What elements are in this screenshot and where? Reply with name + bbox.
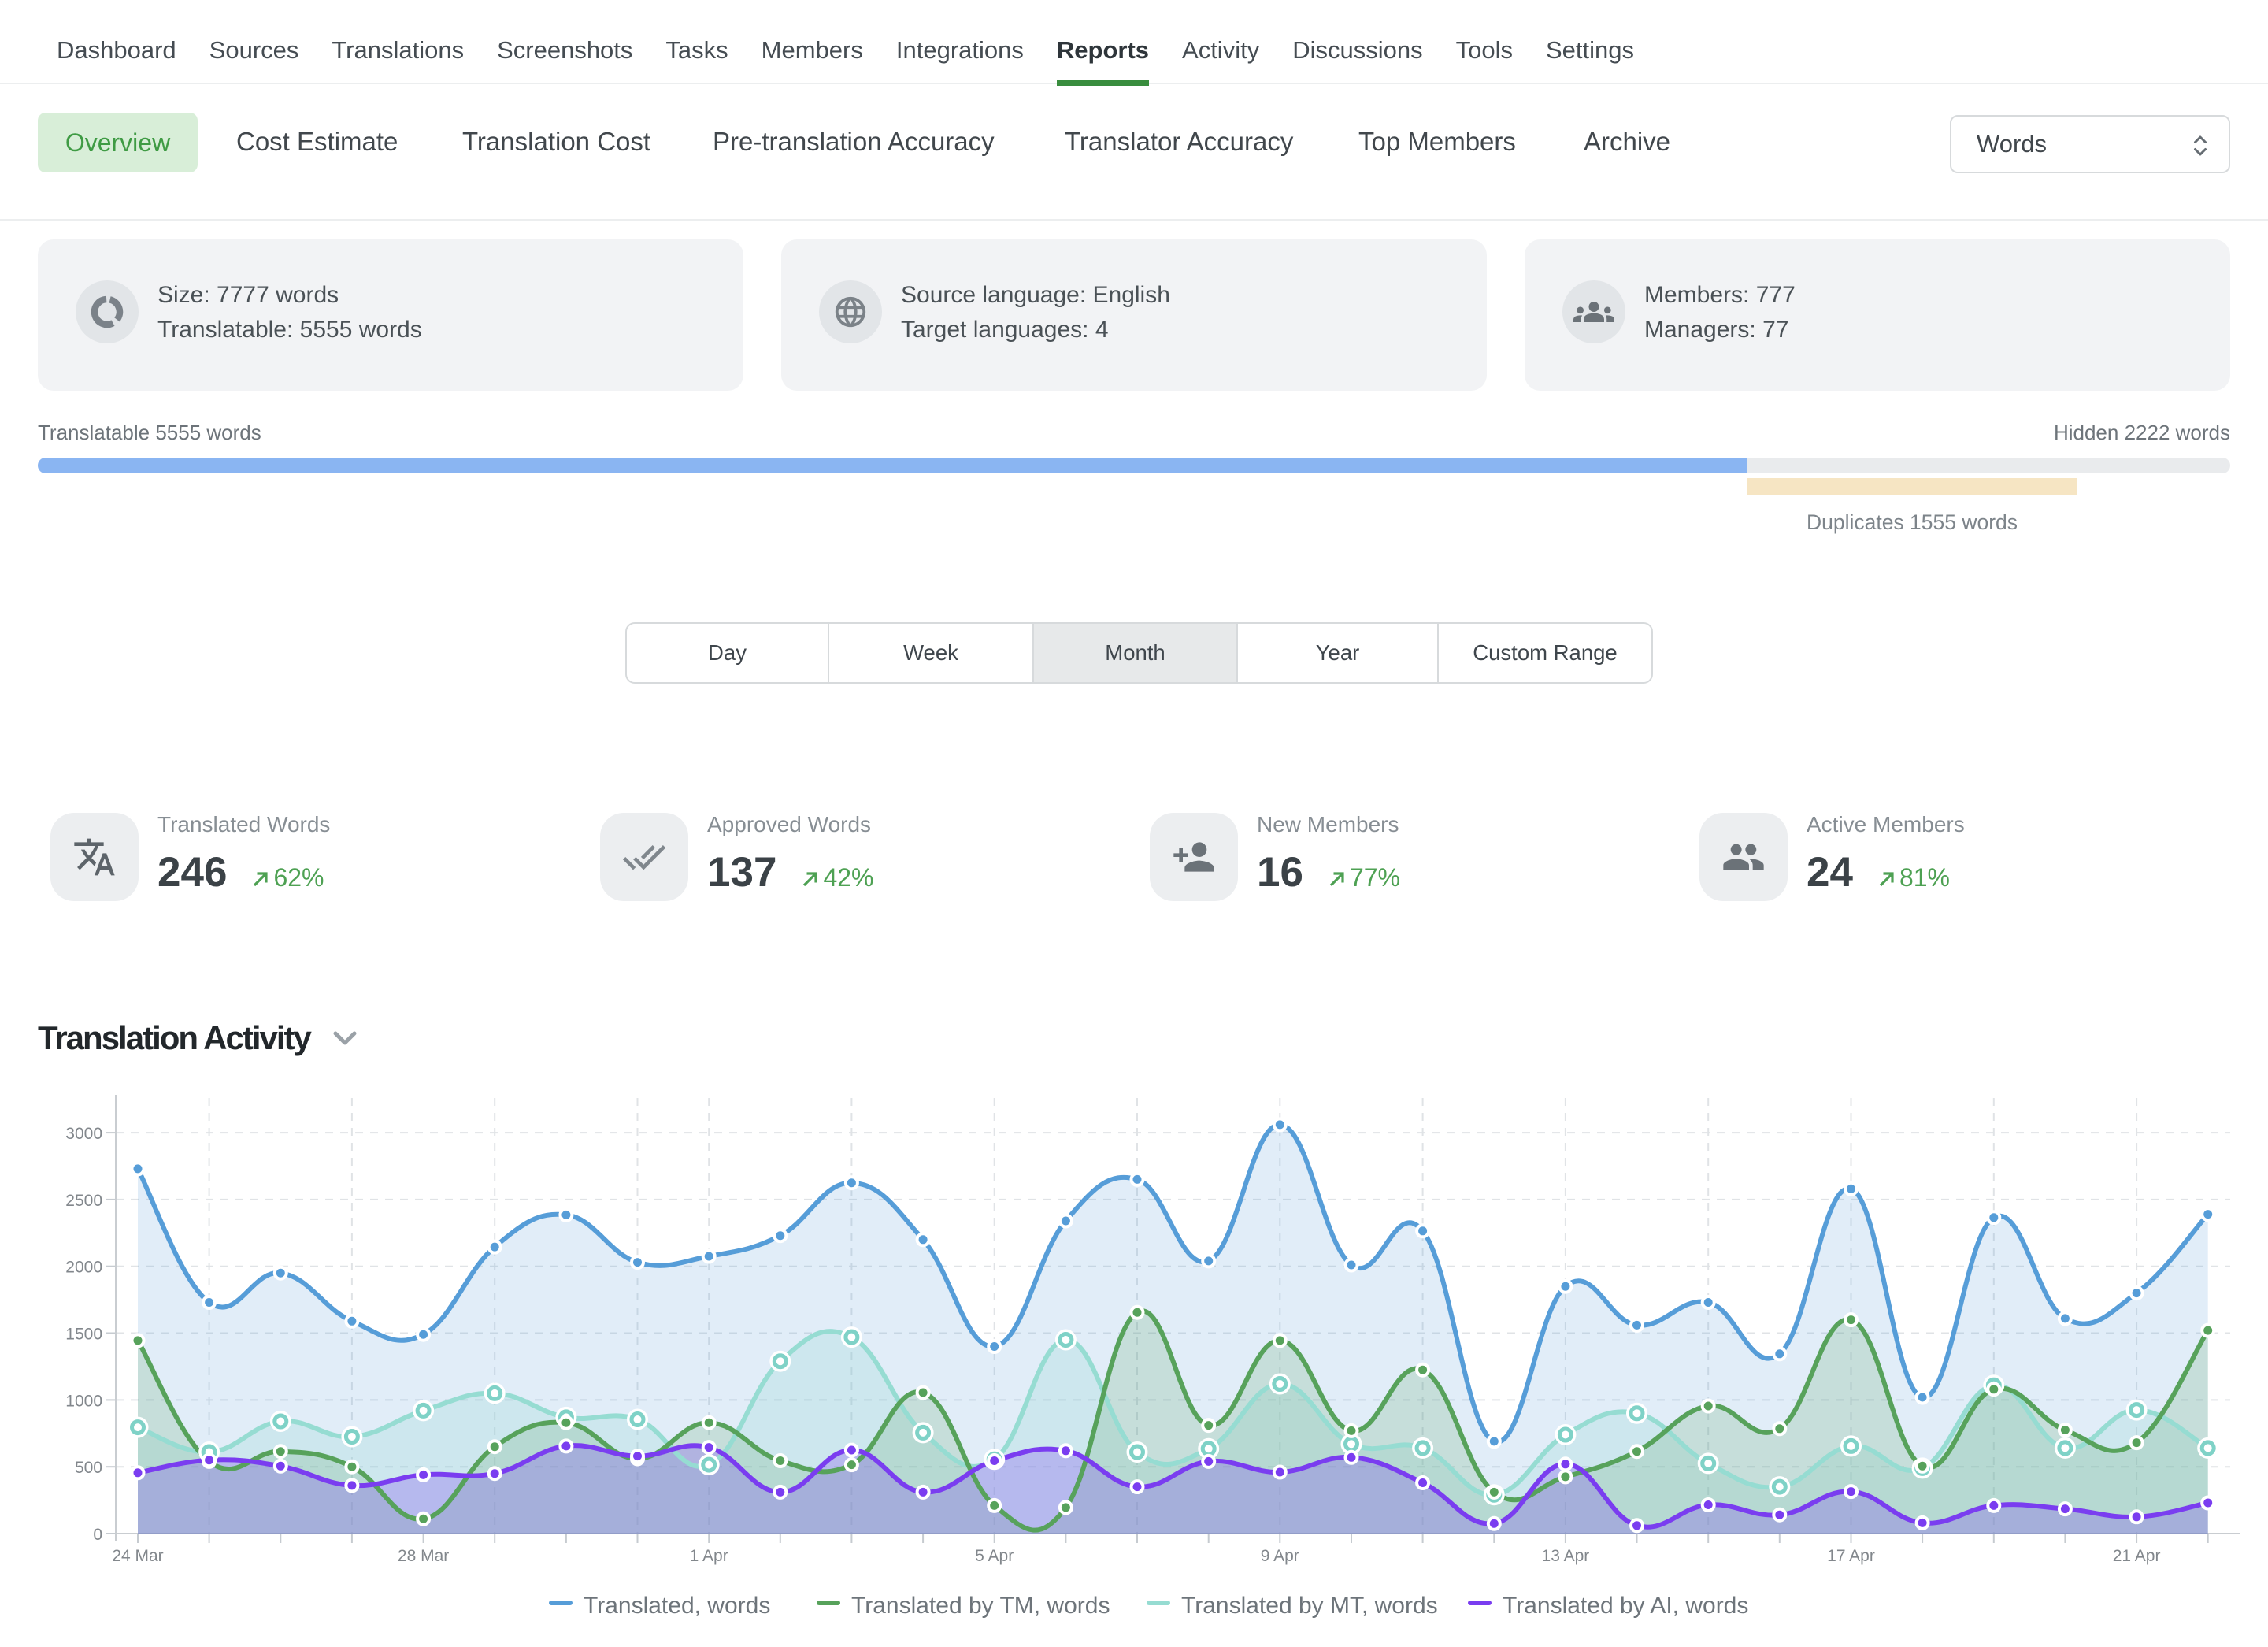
svg-text:1000: 1000 — [65, 1392, 102, 1410]
svg-text:500: 500 — [75, 1459, 102, 1477]
svg-text:1500: 1500 — [65, 1326, 102, 1344]
svg-text:9 Apr: 9 Apr — [1261, 1547, 1299, 1565]
svg-text:5 Apr: 5 Apr — [975, 1547, 1014, 1565]
svg-text:Translated by TM, words: Translated by TM, words — [851, 1593, 1110, 1619]
svg-text:17 Apr: 17 Apr — [1827, 1547, 1875, 1565]
svg-text:1 Apr: 1 Apr — [690, 1547, 728, 1565]
svg-text:3000: 3000 — [65, 1125, 102, 1143]
svg-text:28 Mar: 28 Mar — [398, 1547, 449, 1565]
svg-text:Translated, words: Translated, words — [584, 1593, 770, 1619]
svg-text:24 Mar: 24 Mar — [112, 1547, 163, 1565]
svg-text:Translated by AI, words: Translated by AI, words — [1503, 1593, 1748, 1619]
svg-text:2000: 2000 — [65, 1259, 102, 1277]
svg-text:0: 0 — [93, 1526, 102, 1544]
svg-text:13 Apr: 13 Apr — [1542, 1547, 1590, 1565]
svg-text:21 Apr: 21 Apr — [2113, 1547, 2161, 1565]
svg-text:2500: 2500 — [65, 1192, 102, 1210]
svg-text:Translated by MT, words: Translated by MT, words — [1181, 1593, 1438, 1619]
